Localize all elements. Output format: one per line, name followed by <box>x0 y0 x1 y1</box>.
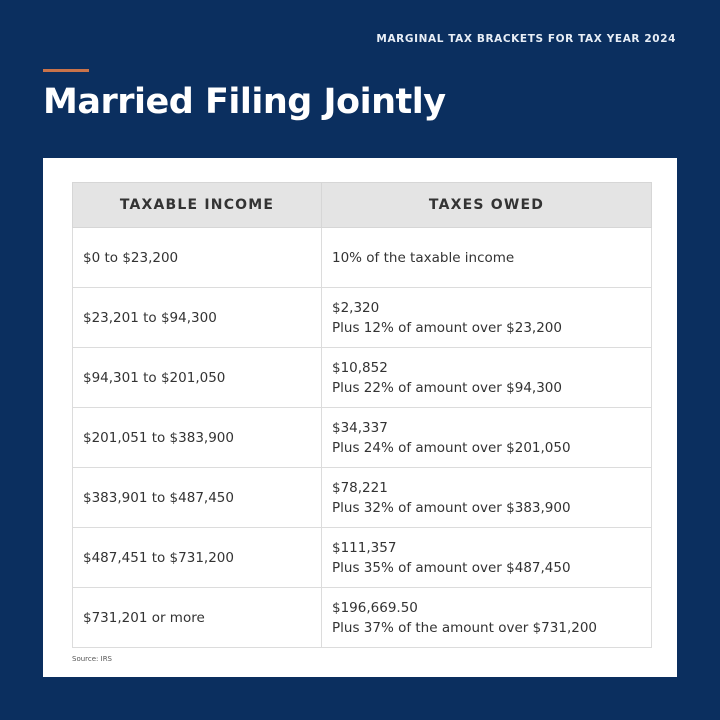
table-card: TAXABLE INCOME TAXES OWED $0 to $23,200 1… <box>43 158 677 677</box>
taxable-income-cell: $383,901 to $487,450 <box>72 467 322 528</box>
taxable-income-cell: $23,201 to $94,300 <box>72 287 322 348</box>
tax-bracket-table: TAXABLE INCOME TAXES OWED $0 to $23,200 1… <box>72 182 652 648</box>
header-taxable-income: TAXABLE INCOME <box>72 182 322 228</box>
taxes-owed-cell: $10,852 Plus 22% of amount over $94,300 <box>321 347 652 408</box>
marginal-rate-text: Plus 32% of amount over $383,900 <box>332 499 571 516</box>
base-tax: $10,852 <box>332 359 388 376</box>
table-row: $201,051 to $383,900 $34,337 Plus 24% of a… <box>72 407 652 468</box>
base-tax: $78,221 <box>332 479 388 496</box>
table-row: $94,301 to $201,050 $10,852 Plus 22% of am… <box>72 347 652 408</box>
taxes-owed-cell: $196,669.50 Plus 37% of the amount over $… <box>321 587 652 648</box>
base-tax: $34,337 <box>332 419 388 436</box>
source-note: Source: IRS <box>72 655 112 663</box>
marginal-rate-text: Plus 24% of amount over $201,050 <box>332 439 571 456</box>
marginal-rate-text: Plus 22% of amount over $94,300 <box>332 379 562 396</box>
table-row: $731,201 or more $196,669.50 Plus 37% of t… <box>72 587 652 648</box>
kicker-text: MARGINAL TAX BRACKETS FOR TAX YEAR 2024 <box>376 33 676 45</box>
table-header-row: TAXABLE INCOME TAXES OWED <box>72 182 652 228</box>
table-row: $0 to $23,200 10% of the taxable income <box>72 227 652 288</box>
taxes-owed-cell: $34,337 Plus 24% of amount over $201,050 <box>321 407 652 468</box>
taxes-owed-cell: $2,320 Plus 12% of amount over $23,200 <box>321 287 652 348</box>
page-title: Married Filing Jointly <box>43 82 446 122</box>
taxable-income-cell: $0 to $23,200 <box>72 227 322 288</box>
table-row: $23,201 to $94,300 $2,320 Plus 12% of amou… <box>72 287 652 348</box>
base-tax: $2,320 <box>332 299 380 316</box>
accent-bar <box>43 69 89 72</box>
taxable-income-cell: $94,301 to $201,050 <box>72 347 322 408</box>
taxes-owed-cell: 10% of the taxable income <box>321 227 652 288</box>
base-tax: $196,669.50 <box>332 599 418 616</box>
header-taxes-owed: TAXES OWED <box>321 182 652 228</box>
table-row: $487,451 to $731,200 $111,357 Plus 35% of … <box>72 527 652 588</box>
base-tax: 10% of the taxable income <box>332 249 515 266</box>
taxes-owed-cell: $78,221 Plus 32% of amount over $383,900 <box>321 467 652 528</box>
marginal-rate-text: Plus 12% of amount over $23,200 <box>332 319 562 336</box>
taxable-income-cell: $487,451 to $731,200 <box>72 527 322 588</box>
taxes-owed-cell: $111,357 Plus 35% of amount over $487,450 <box>321 527 652 588</box>
taxable-income-cell: $201,051 to $383,900 <box>72 407 322 468</box>
table-row: $383,901 to $487,450 $78,221 Plus 32% of a… <box>72 467 652 528</box>
marginal-rate-text: Plus 37% of the amount over $731,200 <box>332 619 598 636</box>
base-tax: $111,357 <box>332 539 397 556</box>
taxable-income-cell: $731,201 or more <box>72 587 322 648</box>
marginal-rate-text: Plus 35% of amount over $487,450 <box>332 559 571 576</box>
